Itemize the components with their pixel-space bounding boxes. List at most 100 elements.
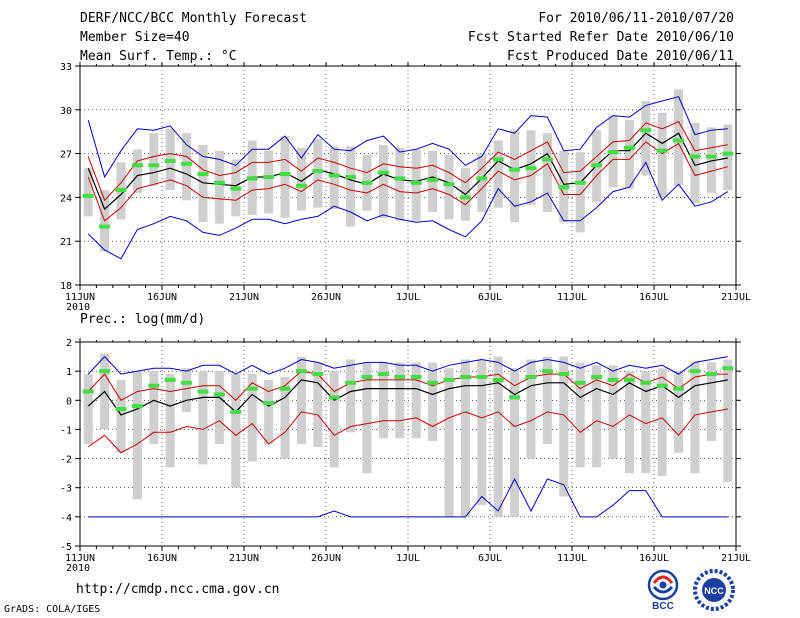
fcst-produced-date: Fcst Produced Date 2010/06/11 [507,49,734,64]
obs-dash [689,154,701,159]
obs-dash [377,170,389,175]
ensemble-box [723,124,733,191]
ensemble-box [378,144,388,218]
ensemble-box [182,133,192,201]
plot-panel-2: 11JUN 16JUN 21JUN 26JUN 1JUL 6JUL 11JUL 16JUL 21… [60,312,751,574]
x-tick-label: 16JUN [147,553,177,564]
obs-dash [148,383,160,388]
lower-sd-line [87,408,728,454]
max-line [87,96,728,179]
obs-dash [361,374,373,379]
obs-dash [607,377,619,382]
obs-dash [230,186,242,191]
ensemble-box [214,371,224,444]
ensemble-box [149,133,159,186]
obs-dash [705,154,717,159]
x-tick-label: 16JUL [639,292,669,303]
obs-dash [131,404,143,409]
obs-dash [197,172,209,177]
y-tick-label: -4 [60,513,72,524]
ensemble-box [657,368,667,477]
obs-dash [656,383,668,388]
obs-dash [263,174,275,179]
obs-dash [705,372,717,377]
ensemble-box [280,136,290,218]
ensemble-box [624,371,634,474]
ensemble-box [165,374,175,468]
y-tick-label: -1 [60,425,72,436]
obs-dash [722,366,734,371]
ensemble-box [83,168,93,217]
x-tick-label: 21JUN [229,553,259,564]
ensemble-box [690,362,700,474]
obs-dash [476,374,488,379]
ensemble-box [395,147,405,221]
ensemble-box [444,155,454,220]
x-tick-label: 16JUN [147,292,177,303]
ensemble-box [559,356,569,497]
ensemble-box [116,379,126,453]
x-tick-label: 26JUN [311,553,341,564]
ensemble-box [575,362,585,468]
ensemble-box [526,359,536,459]
y-tick-label: 1 [66,367,72,378]
obs-dash [279,172,291,177]
ncc-logo: NCC [693,569,735,611]
obs-dash [623,145,635,150]
ensemble-box [411,362,421,439]
obs-dash [525,166,537,171]
ensemble-box [280,376,290,459]
obs-dash [574,380,586,385]
plot-panel-1: 11JUN 16JUN 21JUN 26JUN 1JUL 6JUL 11JUL 16JUL 21… [60,62,751,313]
ensemble-box [313,139,323,208]
ensemble-box [214,150,224,224]
x-tick-label: 6JUL [478,292,502,303]
ensemble-box [657,112,667,198]
obs-dash [230,409,242,414]
obs-dash [623,377,635,382]
obs-dash [345,174,357,179]
obs-dash [509,395,521,400]
x-tick-label: 16JUL [639,553,669,564]
ensemble-box [624,120,634,189]
ensemble-box [641,101,651,176]
obs-dash [312,169,324,174]
obs-dash [246,386,258,391]
ensemble-box [690,122,700,204]
source-url[interactable]: http://cmdp.ncc.cma.gov.cn [76,582,280,597]
obs-dash [673,138,685,143]
obs-dash [476,176,488,181]
obs-dash [525,374,537,379]
obs-dash [213,392,225,397]
obs-dash [591,374,603,379]
obs-dash [574,180,586,185]
ensemble-box [542,133,552,212]
obs-dash [492,157,504,162]
ensemble-box [510,130,520,223]
ensemble-box [198,371,208,465]
x-year-label: 2010 [66,302,90,313]
y-tick-label: -5 [60,542,72,553]
obs-dash [361,180,373,185]
ensemble-box [477,153,487,212]
obs-dash [295,183,307,188]
obs-dash [558,372,570,377]
obs-dash [213,180,225,185]
obs-dash [689,369,701,374]
obs-dash [115,407,127,412]
ensemble-box [149,371,159,444]
ensemble-box [182,368,192,412]
obs-dash [410,374,422,379]
x-tick-label: 21JUL [721,292,751,303]
obs-dash [591,163,603,168]
ensemble-box [444,368,454,517]
y-tick-label: 21 [60,237,72,248]
y-tick-label: 33 [60,62,72,73]
y-tick-label: -3 [60,484,72,495]
ensemble-box [329,371,339,468]
obs-dash [197,389,209,394]
obs-dash [410,180,422,185]
ensemble-box [411,149,421,221]
min-line [88,477,728,518]
